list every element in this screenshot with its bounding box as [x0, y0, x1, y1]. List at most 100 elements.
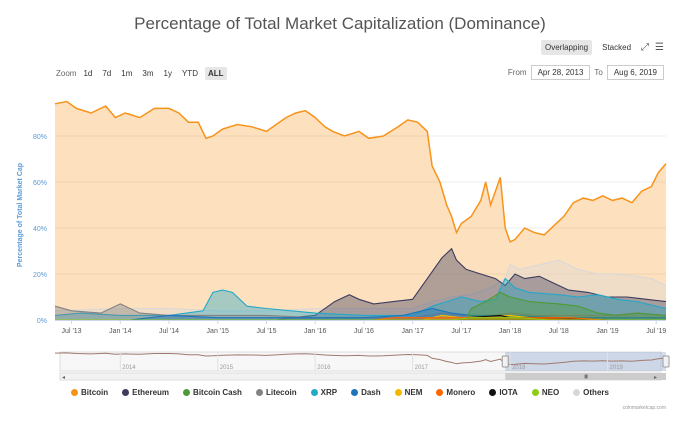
legend-marker-icon: [310, 389, 318, 396]
zoom-all-button[interactable]: ALL: [204, 67, 227, 80]
navigator-label: 2017: [415, 365, 429, 371]
series-area-bitcoin-cash: [55, 292, 666, 320]
legend-label: Others: [583, 388, 609, 397]
series-line-dash: [55, 307, 666, 321]
zoom-selector: Zoom 1d 7d 1m 3m 1y YTD ALL: [56, 67, 227, 80]
navigator-label: 2016: [317, 365, 331, 371]
y-tick-label: 0%: [37, 318, 47, 325]
legend-marker-icon: [573, 389, 581, 396]
x-tick-label: Jan '17: [401, 328, 423, 335]
series-line-others: [54, 259, 667, 312]
scrollbar-grip-icon: [584, 374, 588, 379]
legend-item-monero[interactable]: Monero: [436, 388, 475, 397]
zoom-1d-button[interactable]: 1d: [83, 69, 93, 78]
legend-marker-icon: [489, 389, 497, 396]
zoom-7d-button[interactable]: 7d: [102, 69, 112, 78]
zoom-ytd-button[interactable]: YTD: [181, 69, 198, 78]
navigator-handle-right[interactable]: [662, 355, 670, 368]
scroll-right-icon[interactable]: ▸: [654, 375, 657, 381]
legend-label: XRP: [320, 388, 338, 397]
menu-icon[interactable]: ☰: [655, 41, 664, 53]
series-area-xrp: [55, 278, 666, 320]
view-mode-switch: Overlapping Stacked ⤢ ☰: [540, 40, 664, 55]
legend-label: Litecoin: [265, 388, 297, 397]
series-line-xrp: [54, 277, 667, 316]
legend-label: Ethereum: [132, 388, 170, 397]
credit-text: coinmarketcap.com: [622, 405, 666, 411]
legend-item-bitcoin-cash[interactable]: Bitcoin Cash: [183, 388, 242, 397]
navigator-label: 2019: [610, 365, 624, 371]
legend-label: Bitcoin: [81, 388, 109, 397]
legend-label: Monero: [446, 388, 476, 397]
x-tick-label: Jul '16: [354, 328, 374, 335]
x-tick-label: Jul '17: [451, 328, 471, 335]
series-line-litecoin: [54, 303, 667, 319]
navigator-track: [59, 351, 662, 372]
y-tick-label: 20%: [33, 272, 47, 279]
x-tick-label: Jan '16: [304, 328, 326, 335]
overlapping-button[interactable]: Overlapping: [540, 40, 593, 55]
series-area-iota: [55, 315, 666, 320]
legend-item-neo[interactable]: NEO: [531, 388, 559, 397]
legend-marker-icon: [122, 389, 130, 396]
legend-marker-icon: [394, 389, 402, 396]
scroll-left-icon[interactable]: ◂: [62, 375, 65, 381]
y-tick-label: 40%: [33, 226, 47, 233]
legend-item-xrp[interactable]: XRP: [310, 388, 338, 397]
legend-marker-icon: [255, 389, 263, 396]
chart-legend: Bitcoin Ethereum Bitcoin Cash Litecoin XRP Da…: [0, 388, 680, 397]
series-area-dash: [55, 308, 666, 320]
date-range: From Apr 28, 2013 To Aug 6, 2019: [508, 65, 664, 80]
series-area-nem: [55, 315, 666, 320]
y-tick-label: 60%: [33, 180, 47, 187]
zoom-label: Zoom: [56, 69, 77, 78]
legend-item-others[interactable]: Others: [573, 388, 609, 397]
legend-marker-icon: [71, 389, 79, 396]
legend-item-litecoin[interactable]: Litecoin: [255, 388, 297, 397]
stacked-button[interactable]: Stacked: [602, 43, 632, 52]
series-line-ethereum: [55, 247, 667, 321]
legend-marker-icon: [351, 389, 359, 396]
x-tick-label: Jan '19: [596, 328, 618, 335]
series-area-others: [55, 260, 666, 320]
series-line-bitcoin-cash: [55, 291, 667, 321]
legend-item-bitcoin[interactable]: Bitcoin: [71, 388, 108, 397]
series-area-neo: [55, 317, 666, 320]
legend-marker-icon: [436, 389, 444, 396]
navigator-selection: [505, 352, 666, 371]
series-area-bitcoin: [55, 101, 666, 320]
legend-item-nem[interactable]: NEM: [394, 388, 423, 397]
from-label: From: [507, 68, 527, 77]
x-tick-label: Jul '18: [549, 328, 569, 335]
zoom-1y-button[interactable]: 1y: [163, 69, 172, 78]
x-tick-label: Jan '18: [499, 328, 521, 335]
legend-item-iota[interactable]: IOTA: [489, 388, 518, 397]
legend-label: Bitcoin Cash: [193, 388, 242, 397]
y-tick-label: 80%: [33, 134, 47, 141]
zoom-3m-button[interactable]: 3m: [142, 69, 154, 78]
to-label: To: [594, 68, 603, 77]
legend-label: NEM: [404, 388, 423, 397]
x-tick-label: Jan '14: [109, 328, 131, 335]
legend-label: Dash: [361, 388, 381, 397]
zoom-1m-button[interactable]: 1m: [121, 69, 133, 78]
series-area-monero: [55, 317, 666, 320]
legend-label: IOTA: [499, 388, 518, 397]
x-tick-label: Jul '14: [159, 328, 179, 335]
navigator-label: 2014: [122, 365, 136, 371]
x-tick-label: Jul '15: [256, 328, 276, 335]
series-line-bitcoin: [54, 100, 667, 243]
navigator-handle-left[interactable]: [501, 355, 509, 368]
legend-item-ethereum[interactable]: Ethereum: [122, 388, 169, 397]
legend-item-dash[interactable]: Dash: [351, 388, 381, 397]
chart-title: Percentage of Total Market Capitalizatio…: [134, 14, 546, 33]
x-tick-label: Jul '13: [62, 328, 82, 335]
fullscreen-icon[interactable]: ⤢: [641, 41, 650, 53]
legend-marker-icon: [531, 389, 539, 396]
from-date-input[interactable]: Apr 28, 2013: [530, 65, 591, 80]
legend-marker-icon: [183, 389, 191, 396]
to-date-input[interactable]: Aug 6, 2019: [606, 65, 664, 80]
navigator-label: 2015: [220, 365, 234, 371]
x-tick-label: Jan '15: [207, 328, 229, 335]
